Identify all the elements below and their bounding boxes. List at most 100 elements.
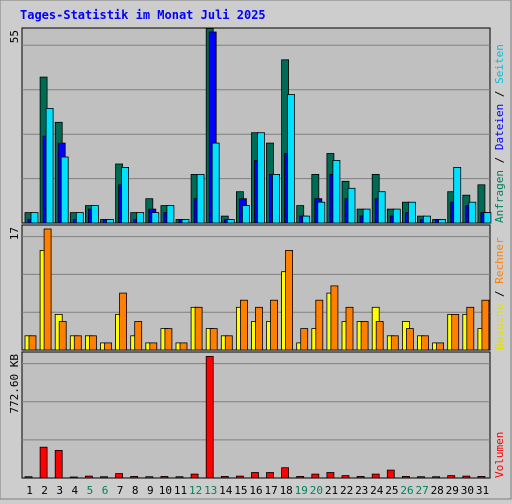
bar-seiten-day-17 [272,173,280,224]
panel-bottom: 772.60 KB Volumen [8,351,506,479]
bar-rechner-day-28 [436,342,445,351]
x-tick-day-21: 21 [325,484,338,497]
bar-volumen-day-3 [54,449,63,479]
bar-rechner-day-16 [255,306,263,351]
bar-rechner-day-5 [89,335,97,351]
bar-rechner-day-10 [164,328,173,351]
x-tick-day-12: 12 [189,484,202,497]
x-tick-day-26: 26 [400,484,413,497]
bar-rechner-day-14 [224,335,233,351]
bar-rechner-day-21 [330,285,339,351]
x-tick-day-3: 3 [56,484,63,497]
bar-seiten-day-13 [211,142,220,224]
bar-rechner-day-15 [239,299,248,351]
bar-volumen-day-17 [266,472,274,479]
x-tick-day-4: 4 [71,484,78,497]
bar-seiten-day-6 [106,219,114,224]
bar-rechner-day-11 [179,342,188,351]
x-tick-day-5: 5 [87,484,94,497]
bar-volumen-day-30 [462,475,471,479]
bar-seiten-day-26 [407,201,416,224]
bar-volumen-day-12 [190,473,199,479]
bar-rechner-day-9 [149,342,158,351]
x-tick-day-6: 6 [102,484,109,497]
x-tick-day-24: 24 [370,484,384,497]
bar-seiten-day-18 [287,94,296,224]
bar-rechner-day-18 [285,249,294,351]
bar-volumen-day-6 [100,476,108,479]
x-tick-day-17: 17 [264,484,277,497]
bar-volumen-day-27 [417,476,425,479]
bar-volumen-day-8 [130,475,139,479]
bar-rechner-day-27 [421,335,429,351]
bar-rechner-day-3 [58,321,67,351]
y-max-label: 55 [8,30,21,43]
bar-rechner-day-25 [390,335,399,351]
bar-seiten-day-9 [151,212,160,224]
bar-rechner-day-30 [466,306,475,351]
bar-volumen-day-25 [386,469,395,479]
x-tick-day-18: 18 [280,484,293,497]
bar-seiten-day-8 [136,212,145,224]
bar-volumen-day-29 [447,475,456,479]
x-tick-day-30: 30 [461,484,474,497]
legend-part: / [493,150,506,170]
bar-volumen-day-20 [311,473,320,479]
legend-part: Rechner [493,237,506,284]
bar-volumen-day-10 [160,475,169,479]
bar-volumen-day-23 [356,475,365,479]
panel-top: 55 Anfragen / Dateien / Seiten [8,27,506,224]
bar-volumen-day-21 [326,472,335,479]
x-tick-day-19: 19 [295,484,308,497]
x-tick-day-27: 27 [415,484,428,497]
bar-seiten-day-10 [166,205,175,224]
legend-part: Dateien [493,104,506,150]
bar-volumen-day-24 [371,473,380,479]
x-tick-day-9: 9 [147,484,154,497]
bar-seiten-day-25 [392,208,401,224]
legend-part: Besuche [493,304,506,350]
bar-seiten-day-28 [438,219,447,224]
bar-rechner-day-7 [119,292,127,351]
bar-seiten-day-2 [45,108,54,224]
bar-volumen-day-16 [251,472,259,479]
bar-rechner-day-17 [270,299,278,351]
bar-rechner-day-13 [209,328,218,351]
x-tick-day-22: 22 [340,484,353,497]
bar-rechner-day-31 [481,299,490,351]
bar-seiten-day-19 [302,215,311,224]
bar-rechner-day-19 [300,328,309,351]
bar-seiten-day-20 [317,201,326,224]
bar-rechner-day-24 [375,321,384,351]
y-max-label: 17 [8,227,21,240]
series-legend: Besuche / Rechner [493,237,506,350]
series-legend: Volumen [493,432,506,478]
bar-volumen-day-28 [432,476,441,479]
bar-volumen-day-7 [115,473,123,479]
bar-rechner-day-22 [345,306,354,351]
bar-volumen-day-13 [205,355,214,479]
bar-seiten-day-21 [332,160,341,224]
bar-rechner-day-1 [28,335,37,351]
bar-seiten-day-27 [423,215,431,224]
x-tick-day-25: 25 [385,484,398,497]
legend-part: Volumen [493,432,506,478]
y-max-label: 772.60 KB [8,354,21,414]
bar-rechner-day-26 [405,328,414,351]
bar-rechner-day-6 [104,342,112,351]
x-tick-day-1: 1 [26,484,33,497]
series-legend: Anfragen / Dateien / Seiten [493,44,506,223]
x-tick-day-15: 15 [234,484,247,497]
x-tick-day-13: 13 [204,484,217,497]
bar-seiten-day-16 [257,132,265,224]
x-axis-day-labels: 1 2 3 4 5 6 7 8 9 10 11 12 13 14 15 16 17 18 19 20 21 22 23 24 2… [26,484,489,497]
bar-seiten-day-22 [347,187,356,224]
bar-seiten-day-24 [377,191,386,224]
legend-part: Seiten [493,44,506,84]
x-tick-day-29: 29 [446,484,459,497]
bar-seiten-day-12 [196,173,205,224]
bar-volumen-day-1 [24,476,33,479]
x-tick-day-8: 8 [132,484,139,497]
